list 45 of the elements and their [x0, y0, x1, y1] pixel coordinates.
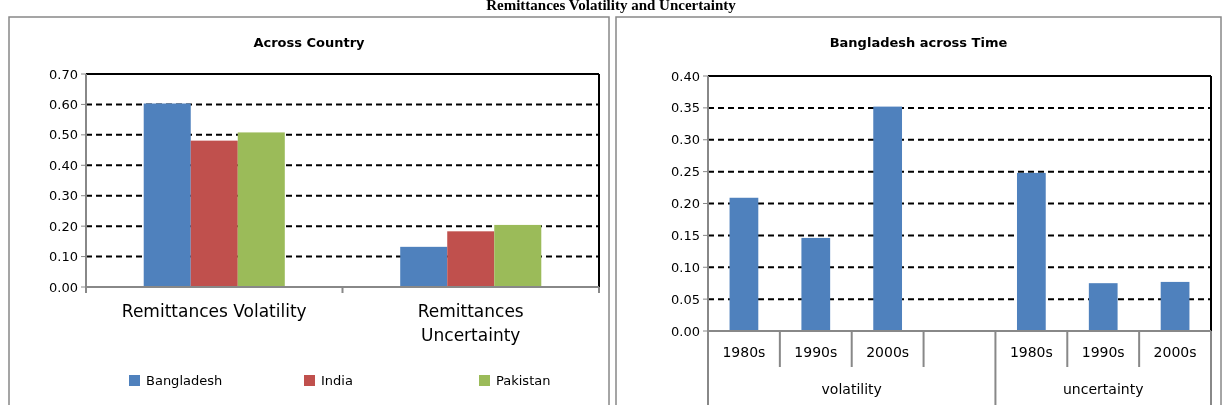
bar	[143, 103, 191, 287]
y-tick-label: 0.40	[671, 68, 700, 84]
bar	[1088, 283, 1118, 331]
y-tick-label: 0.40	[49, 157, 78, 173]
text: uncertainty	[1063, 381, 1144, 397]
bar	[190, 140, 238, 287]
bar	[873, 106, 903, 331]
y-tick-label: 0.25	[671, 164, 700, 180]
bar	[447, 231, 495, 287]
bar	[1016, 172, 1046, 331]
y-tick-label: 0.00	[49, 279, 78, 295]
x-tick-label: Remittances Volatility	[121, 301, 307, 321]
chart-title: Across Country	[253, 35, 366, 50]
bar	[494, 224, 542, 287]
bar	[801, 237, 831, 331]
legend-label: Bangladesh	[146, 373, 223, 388]
chart-title: Bangladesh across Time	[829, 35, 1008, 50]
bar	[237, 132, 285, 287]
x-tick-label: 1990s	[794, 344, 838, 360]
y-tick-label: 0.05	[671, 291, 700, 307]
legend-label: Pakistan	[496, 373, 551, 388]
x-tick-label: Remittances Uncertainty	[417, 301, 524, 345]
bar	[400, 246, 448, 287]
y-tick-label: 0.20	[49, 218, 78, 234]
text: Remittances Volatility and Uncertainty	[486, 0, 737, 13]
bar	[729, 197, 759, 331]
y-tick-label: 0.20	[671, 196, 700, 212]
y-tick-label: 0.15	[671, 227, 700, 243]
y-tick-label: 0.60	[49, 96, 78, 112]
y-tick-label: 0.70	[49, 66, 78, 82]
x-tick-label: 2000s	[866, 344, 910, 360]
y-tick-label: 0.00	[671, 323, 700, 339]
y-tick-label: 0.30	[671, 132, 700, 148]
y-tick-label: 0.10	[671, 259, 700, 275]
x-tick-label: 1990s	[1081, 344, 1125, 360]
x-tick-label: 2000s	[1153, 344, 1197, 360]
y-tick-label: 0.50	[49, 127, 78, 143]
text: volatility	[821, 381, 882, 397]
legend-label: India	[321, 373, 353, 388]
y-tick-label: 0.30	[49, 188, 78, 204]
y-tick-label: 0.10	[49, 249, 78, 265]
bar	[1160, 281, 1190, 331]
x-tick-label: 1980s	[722, 344, 766, 360]
y-tick-label: 0.35	[671, 100, 700, 116]
x-tick-label: 1980s	[1009, 344, 1053, 360]
